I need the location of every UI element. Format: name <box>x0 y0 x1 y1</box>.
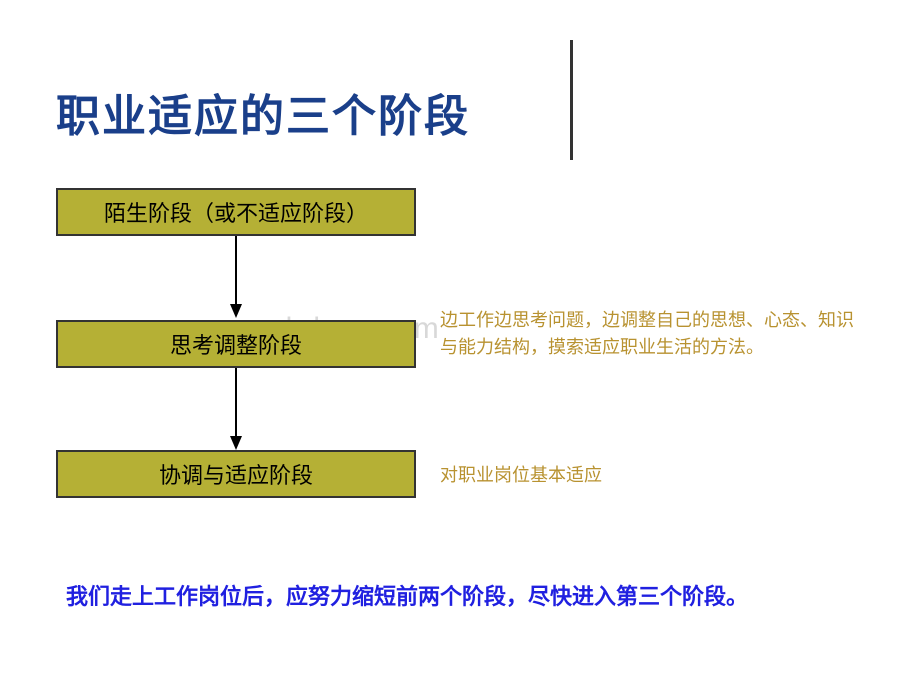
arrow-line-icon <box>235 236 237 304</box>
stage-label-2: 思考调整阶段 <box>170 328 302 360</box>
arrow-2 <box>230 368 242 450</box>
arrow-line-icon <box>235 368 237 436</box>
stage-box-3: 协调与适应阶段 <box>56 450 416 498</box>
arrow-1 <box>230 236 242 318</box>
stage-description-2: 边工作边思考问题，边调整自己的思想、心态、知识与能力结构，摸索适应职业生活的方法… <box>440 307 860 361</box>
page-title: 职业适应的三个阶段 <box>56 80 470 144</box>
title-container: 职业适应的三个阶段 <box>56 80 470 144</box>
stage-box-1: 陌生阶段（或不适应阶段） <box>56 188 416 236</box>
stage-label-3: 协调与适应阶段 <box>159 458 313 490</box>
stage-label-1: 陌生阶段（或不适应阶段） <box>104 196 368 228</box>
arrow-head-icon <box>230 436 242 450</box>
stage-description-3: 对职业岗位基本适应 <box>440 462 840 489</box>
footer-text: 我们走上工作岗位后，应努力缩短前两个阶段，尽快进入第三个阶段。 <box>66 580 846 613</box>
stage-box-2: 思考调整阶段 <box>56 320 416 368</box>
arrow-head-icon <box>230 304 242 318</box>
title-divider <box>570 40 573 160</box>
